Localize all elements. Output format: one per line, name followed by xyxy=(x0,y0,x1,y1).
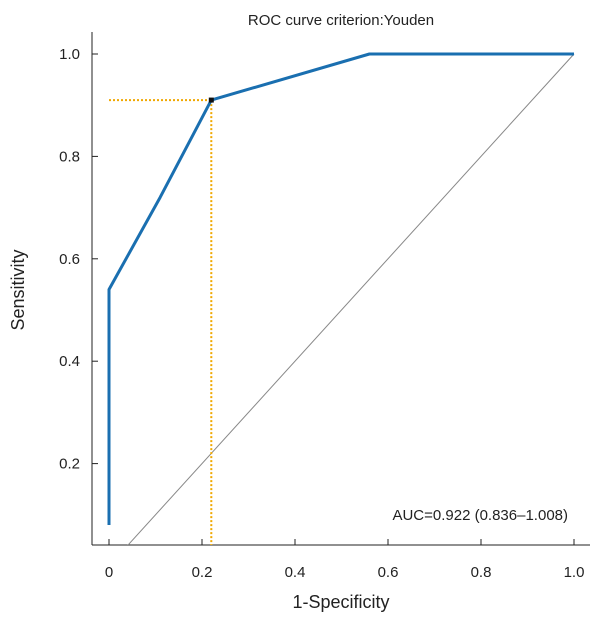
x-ticks: 0 0.2 0.4 0.6 0.8 1.0 xyxy=(105,539,585,581)
cutoff-point-marker xyxy=(208,97,214,103)
y-tick-label: 0.6 xyxy=(59,251,80,268)
x-tick-label: 0 xyxy=(105,564,113,581)
roc-curve-line xyxy=(107,52,574,526)
axes xyxy=(91,32,590,546)
x-tick-label: 1.0 xyxy=(564,564,585,581)
reference-diagonal-line xyxy=(127,53,575,545)
auc-annotation: AUC=0.922 (0.836–1.008) xyxy=(392,507,568,524)
y-tick-label: 0.8 xyxy=(59,148,80,165)
x-tick-label: 0.4 xyxy=(285,564,306,581)
x-tick-label: 0.8 xyxy=(471,564,492,581)
x-axis-label: 1-Specificity xyxy=(292,592,389,612)
y-ticks: 0.2 0.4 0.6 0.8 1.0 xyxy=(59,46,98,473)
chart-title: ROC curve criterion:Youden xyxy=(248,12,434,29)
y-tick-label: 1.0 xyxy=(59,46,80,63)
x-tick-label: 0.2 xyxy=(192,564,213,581)
y-tick-label: 0.2 xyxy=(59,456,80,473)
x-tick-label: 0.6 xyxy=(378,564,399,581)
y-tick-label: 0.4 xyxy=(59,353,80,370)
y-axis-label: Sensitivity xyxy=(8,249,28,330)
